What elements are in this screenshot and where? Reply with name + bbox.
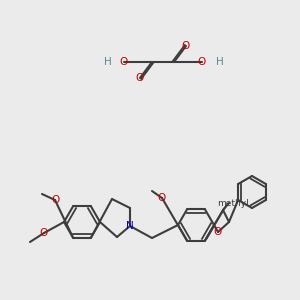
Text: O: O [182, 41, 190, 51]
Text: O: O [51, 195, 59, 205]
Text: O: O [158, 193, 166, 203]
Text: H: H [104, 57, 112, 67]
Text: H: H [216, 57, 224, 67]
Text: O: O [214, 227, 222, 237]
Text: O: O [136, 73, 144, 83]
Text: methyl: methyl [217, 199, 249, 208]
Text: O: O [198, 57, 206, 67]
Text: N: N [126, 221, 134, 231]
Text: O: O [120, 57, 128, 67]
Text: O: O [40, 228, 48, 238]
